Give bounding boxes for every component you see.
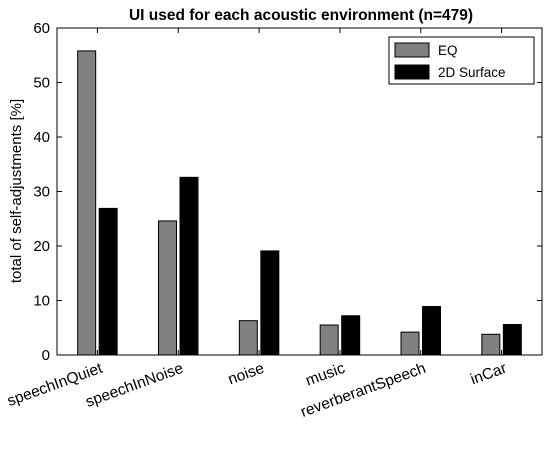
y-tick-label: 40 (33, 129, 50, 146)
y-tick-label: 30 (33, 184, 50, 201)
legend-label-2d-surface: 2D Surface (438, 65, 506, 80)
x-tick-label-noise: noise (226, 360, 267, 389)
bar-eq-speechInNoise (158, 220, 177, 356)
bar-eq-reverberantSpeech (400, 331, 420, 356)
bar-eq-inCar (481, 333, 501, 356)
bar-2d-surface-inCar (502, 323, 522, 356)
y-axis-label-group: total of self-adjustments [%] (8, 99, 25, 283)
y-tick-label: 60 (33, 20, 50, 37)
y-tick-label: 10 (33, 293, 50, 310)
legend-swatch-eq (394, 42, 430, 58)
bar-eq-speechInQuiet (77, 50, 97, 356)
x-tick-label-inCar: inCar (468, 360, 509, 389)
y-axis-ticks: 0 10 20 30 40 50 60 (33, 20, 542, 364)
y-tick-label: 20 (33, 238, 50, 255)
bar-2d-surface-speechInQuiet (98, 207, 118, 356)
bar-2d-surface-noise (260, 250, 280, 356)
x-tick-label-music: music (303, 360, 347, 390)
legend: EQ 2D Surface (388, 36, 535, 85)
legend-label-eq: EQ (438, 43, 458, 58)
y-axis-label: total of self-adjustments [%] (8, 99, 25, 283)
bar-eq-noise (238, 320, 258, 356)
bars-group (77, 50, 522, 356)
bar-2d-surface-reverberantSpeech (422, 305, 441, 356)
bar-2d-surface-music (341, 315, 361, 356)
bar-eq-music (319, 324, 339, 356)
y-tick-label: 50 (33, 75, 50, 92)
legend-swatch-2d-surface (394, 64, 430, 80)
chart-title: UI used for each acoustic environment (n… (129, 7, 473, 24)
bar-2d-surface-speechInNoise (179, 176, 199, 356)
y-tick-label: 0 (42, 347, 50, 364)
